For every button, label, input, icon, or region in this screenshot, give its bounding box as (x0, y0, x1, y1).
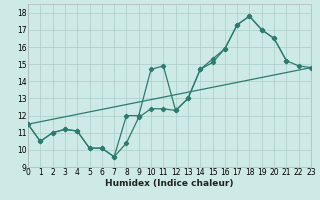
X-axis label: Humidex (Indice chaleur): Humidex (Indice chaleur) (105, 179, 234, 188)
